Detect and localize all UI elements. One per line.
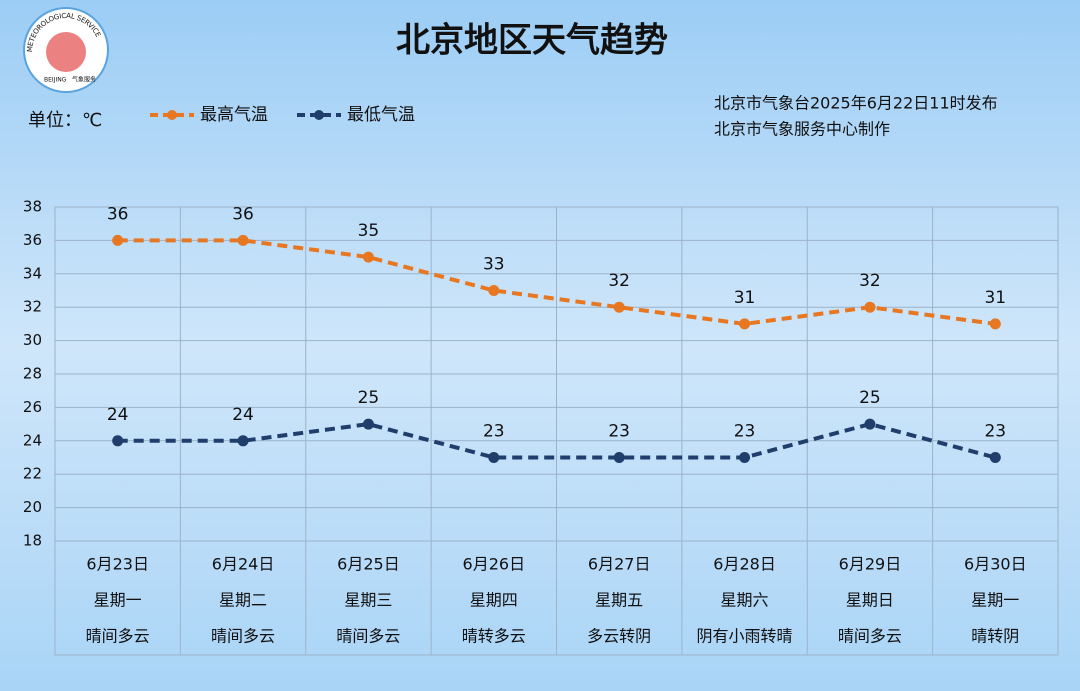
weather-label: 晴间多云 bbox=[336, 627, 400, 646]
legend-marker bbox=[314, 110, 324, 120]
x-tick-label: 6月24日 bbox=[212, 555, 275, 574]
weekday-label: 星期六 bbox=[721, 591, 769, 610]
weekday-label: 星期三 bbox=[344, 591, 392, 610]
x-tick-label: 6月29日 bbox=[839, 555, 902, 574]
y-tick-label: 20 bbox=[23, 498, 42, 516]
weekday-label: 星期一 bbox=[971, 591, 1019, 610]
legend-label: 最低气温 bbox=[347, 105, 415, 125]
logo-text: 气象服务 bbox=[72, 76, 96, 84]
weather-label: 晴转阴 bbox=[971, 627, 1019, 646]
y-tick-label: 32 bbox=[23, 298, 42, 316]
data-label: 36 bbox=[107, 204, 129, 224]
data-label: 25 bbox=[859, 388, 881, 408]
data-label: 33 bbox=[483, 255, 505, 275]
publisher: 北京市气象台2025年6月22日11时发布 bbox=[714, 94, 998, 113]
data-point bbox=[488, 452, 500, 463]
data-label: 24 bbox=[107, 405, 129, 425]
publisher: 北京市气象服务中心制作 bbox=[714, 120, 890, 139]
x-tick-label: 6月25日 bbox=[337, 555, 400, 574]
data-label: 32 bbox=[608, 271, 630, 291]
logo: METEOROLOGICAL SERVICE BEIJING 气象服务 bbox=[23, 7, 109, 93]
weekday-label: 星期四 bbox=[470, 591, 518, 610]
y-tick-label: 28 bbox=[23, 365, 42, 383]
data-point bbox=[237, 435, 249, 447]
data-point bbox=[989, 318, 1001, 330]
data-point bbox=[488, 285, 500, 296]
series-line bbox=[117, 238, 996, 326]
y-tick-label: 18 bbox=[23, 532, 42, 550]
data-point bbox=[989, 452, 1001, 463]
weather-label: 阴有小雨转晴 bbox=[697, 627, 793, 646]
weather-label: 晴间多云 bbox=[211, 627, 275, 646]
x-tick-label: 6月28日 bbox=[713, 555, 776, 574]
x-tick-label: 6月26日 bbox=[463, 555, 526, 574]
data-point bbox=[362, 251, 374, 263]
data-point bbox=[237, 234, 249, 246]
legend-marker bbox=[167, 110, 177, 120]
data-label: 23 bbox=[608, 422, 630, 442]
weather-label: 晴间多云 bbox=[838, 627, 902, 646]
data-label: 25 bbox=[358, 388, 380, 408]
data-label: 23 bbox=[734, 422, 756, 442]
data-point bbox=[112, 435, 124, 447]
data-label: 35 bbox=[358, 221, 380, 241]
x-tick-label: 6月23日 bbox=[86, 555, 149, 574]
logo-mark bbox=[46, 32, 86, 72]
y-tick-label: 30 bbox=[23, 331, 42, 349]
data-label: 31 bbox=[734, 288, 756, 308]
weather-label: 晴转多云 bbox=[462, 627, 526, 646]
weekday-label: 星期五 bbox=[595, 591, 643, 610]
data-label: 23 bbox=[483, 422, 505, 442]
weekday-label: 星期日 bbox=[846, 591, 894, 610]
data-point bbox=[613, 301, 625, 313]
x-tick-label: 6月30日 bbox=[964, 555, 1027, 574]
legend-label: 最高气温 bbox=[200, 105, 268, 125]
data-point bbox=[739, 318, 751, 330]
data-label: 32 bbox=[859, 271, 881, 291]
data-point bbox=[362, 418, 374, 430]
series-line bbox=[117, 422, 996, 460]
data-label: 31 bbox=[984, 288, 1006, 308]
data-point bbox=[112, 234, 124, 246]
logo-text: BEIJING bbox=[44, 77, 67, 84]
weekday-label: 星期二 bbox=[219, 591, 267, 610]
y-tick-label: 24 bbox=[23, 431, 42, 449]
weekday-label: 星期一 bbox=[94, 591, 142, 610]
weather-label: 晴间多云 bbox=[86, 627, 150, 646]
y-tick-label: 36 bbox=[23, 231, 42, 249]
data-point bbox=[864, 301, 876, 313]
data-point bbox=[864, 418, 876, 430]
chart-title: 北京地区天气趋势 bbox=[396, 21, 668, 61]
data-label: 23 bbox=[984, 422, 1006, 442]
y-tick-label: 38 bbox=[23, 198, 42, 216]
y-tick-label: 22 bbox=[23, 465, 42, 483]
data-point bbox=[613, 452, 625, 463]
y-tick-label: 34 bbox=[23, 264, 42, 282]
unit-label: 单位：℃ bbox=[28, 110, 102, 131]
data-label: 24 bbox=[232, 405, 254, 425]
data-point bbox=[739, 452, 751, 463]
weather-label: 多云转阴 bbox=[587, 627, 651, 646]
data-label: 36 bbox=[232, 204, 254, 224]
y-tick-label: 26 bbox=[23, 398, 42, 416]
x-tick-label: 6月27日 bbox=[588, 555, 651, 574]
